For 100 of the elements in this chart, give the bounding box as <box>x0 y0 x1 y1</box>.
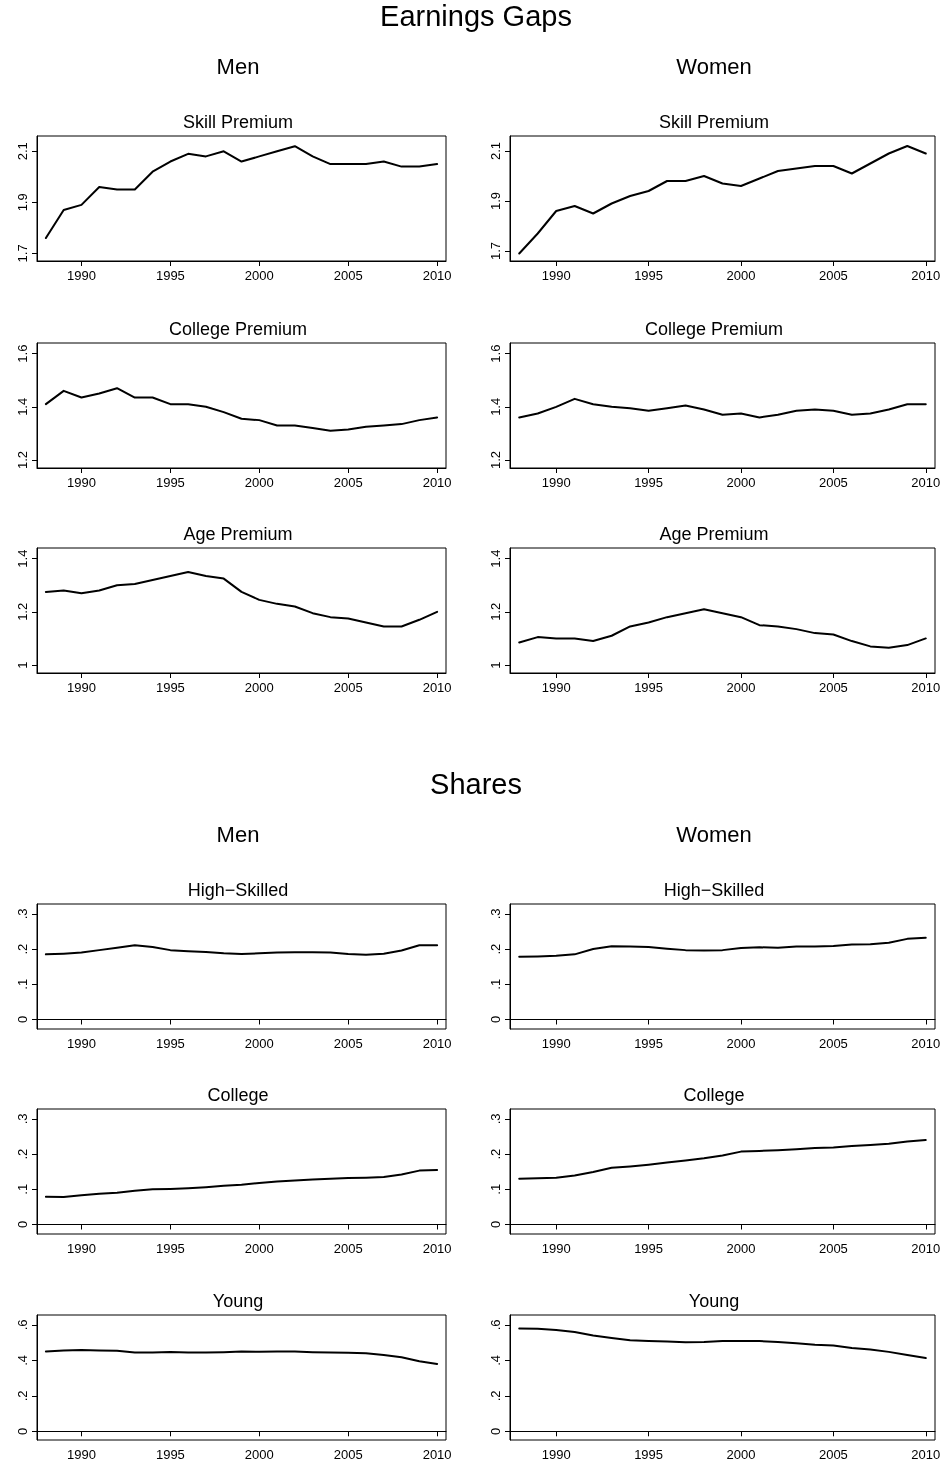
chart-title: Age Premium <box>659 524 769 544</box>
y-tick-label: 1.7 <box>488 241 503 261</box>
x-tick-label: 2010 <box>422 1447 452 1460</box>
x-tick-label: 2005 <box>333 475 363 490</box>
x-tick-label: 2000 <box>726 1036 756 1051</box>
y-tick-label: .1 <box>488 1183 503 1195</box>
text: Men <box>215 822 261 848</box>
x-tick-label: 2010 <box>911 1241 941 1256</box>
x-tick-label: 1995 <box>634 475 664 490</box>
y-tick-label: 0 <box>488 1427 503 1435</box>
x-tick-label: 2005 <box>818 475 848 490</box>
y-tick-label: .3 <box>488 1113 503 1125</box>
x-tick-label: 2005 <box>333 268 363 283</box>
x-tick-label: 2000 <box>244 680 274 695</box>
line-series <box>44 145 439 240</box>
text: Earnings Gaps <box>379 0 573 33</box>
x-tick-label: 2000 <box>726 475 756 490</box>
x-tick-label: 1995 <box>155 475 185 490</box>
x-tick-label: 1990 <box>541 475 571 490</box>
x-tick-label: 1995 <box>155 1241 185 1256</box>
y-tick-label: .1 <box>488 978 503 990</box>
x-tick-label: 2005 <box>333 1036 363 1051</box>
chart-title: College <box>207 1085 269 1105</box>
x-tick-label: 2010 <box>422 680 452 695</box>
x-tick-label: 2005 <box>818 1447 848 1460</box>
y-tick-label: .2 <box>488 943 503 955</box>
x-tick-label: 1990 <box>67 475 96 490</box>
y-tick-label: 1.6 <box>15 344 30 363</box>
x-tick-label: 1995 <box>634 1036 664 1051</box>
y-tick-label: 1.7 <box>15 244 30 263</box>
chart-title: College Premium <box>168 319 308 339</box>
y-tick-label: .2 <box>488 1148 503 1160</box>
x-tick-label: 1990 <box>541 268 571 283</box>
text: Shares <box>429 768 523 801</box>
y-tick-label: .4 <box>15 1354 30 1366</box>
x-tick-label: 2005 <box>818 268 848 283</box>
y-tick-label: 1.6 <box>488 344 503 363</box>
y-tick-label: 1.2 <box>15 602 30 621</box>
line-series <box>518 936 927 958</box>
x-tick-label: 2005 <box>818 1241 848 1256</box>
y-tick-label: 2.1 <box>488 141 503 161</box>
chart-title: High−Skilled <box>663 880 765 900</box>
x-tick-label: 2010 <box>911 1447 941 1460</box>
x-tick-label: 2005 <box>333 680 363 695</box>
line-series <box>44 387 439 432</box>
y-tick-label: 1.2 <box>488 450 503 470</box>
x-tick-label: 1990 <box>67 1241 96 1256</box>
text: Women <box>675 822 753 848</box>
x-tick-label: 2000 <box>726 268 756 283</box>
line-series <box>44 944 439 956</box>
text: Women <box>675 54 753 80</box>
y-tick-label: 0 <box>15 1220 30 1229</box>
y-tick-label: .4 <box>488 1354 503 1366</box>
y-tick-label: 1 <box>15 661 30 669</box>
chart-title: Skill Premium <box>658 112 770 132</box>
line-series <box>44 570 439 628</box>
y-tick-label: 0 <box>15 1015 30 1024</box>
x-tick-label: 1995 <box>634 268 664 283</box>
y-tick-label: 0 <box>488 1015 503 1024</box>
y-tick-label: 0 <box>488 1220 503 1229</box>
x-tick-label: 2010 <box>911 680 941 695</box>
x-tick-label: 2005 <box>333 1241 363 1256</box>
y-tick-label: 1.2 <box>488 602 503 621</box>
y-tick-label: 1.4 <box>488 549 503 568</box>
y-tick-label: 1.4 <box>488 397 503 416</box>
chart-title: Age Premium <box>183 524 293 544</box>
x-tick-label: 2005 <box>333 1447 363 1460</box>
y-tick-label: .2 <box>488 1390 503 1402</box>
x-tick-label: 2000 <box>726 1447 756 1460</box>
y-tick-label: 1.4 <box>15 397 30 416</box>
y-tick-label: .6 <box>488 1319 503 1331</box>
x-tick-label: 1995 <box>634 680 664 695</box>
y-tick-label: .3 <box>15 908 30 920</box>
chart-title: College Premium <box>644 319 784 339</box>
x-tick-label: 1990 <box>541 1036 571 1051</box>
y-tick-label: .6 <box>15 1319 30 1331</box>
x-tick-label: 1995 <box>634 1447 664 1460</box>
y-tick-label: .2 <box>15 1390 30 1402</box>
line-series <box>44 1349 439 1365</box>
y-tick-label: .2 <box>15 943 30 955</box>
x-tick-label: 2010 <box>422 1036 452 1051</box>
chart-title: Young <box>212 1291 264 1311</box>
y-tick-label: 1.9 <box>488 191 503 211</box>
x-tick-label: 1995 <box>155 680 185 695</box>
x-tick-label: 1990 <box>541 1241 571 1256</box>
x-tick-label: 1995 <box>634 1241 664 1256</box>
line-series <box>518 145 927 255</box>
x-tick-label: 2000 <box>244 475 274 490</box>
x-tick-label: 1990 <box>67 1447 96 1460</box>
x-tick-label: 2005 <box>818 1036 848 1051</box>
y-tick-label: .1 <box>15 978 30 990</box>
x-tick-label: 1995 <box>155 1447 185 1460</box>
line-series <box>44 1168 439 1199</box>
chart-title: Skill Premium <box>182 112 294 132</box>
line-series <box>518 397 927 419</box>
chart-title: Young <box>688 1291 740 1311</box>
y-tick-label: .3 <box>488 908 503 920</box>
x-tick-label: 2010 <box>911 268 941 283</box>
line-series <box>518 1138 927 1180</box>
x-tick-label: 2000 <box>244 268 274 283</box>
